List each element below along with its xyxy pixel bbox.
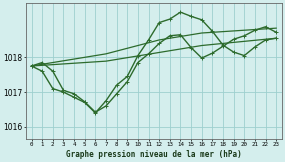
X-axis label: Graphe pression niveau de la mer (hPa): Graphe pression niveau de la mer (hPa) xyxy=(66,150,242,159)
